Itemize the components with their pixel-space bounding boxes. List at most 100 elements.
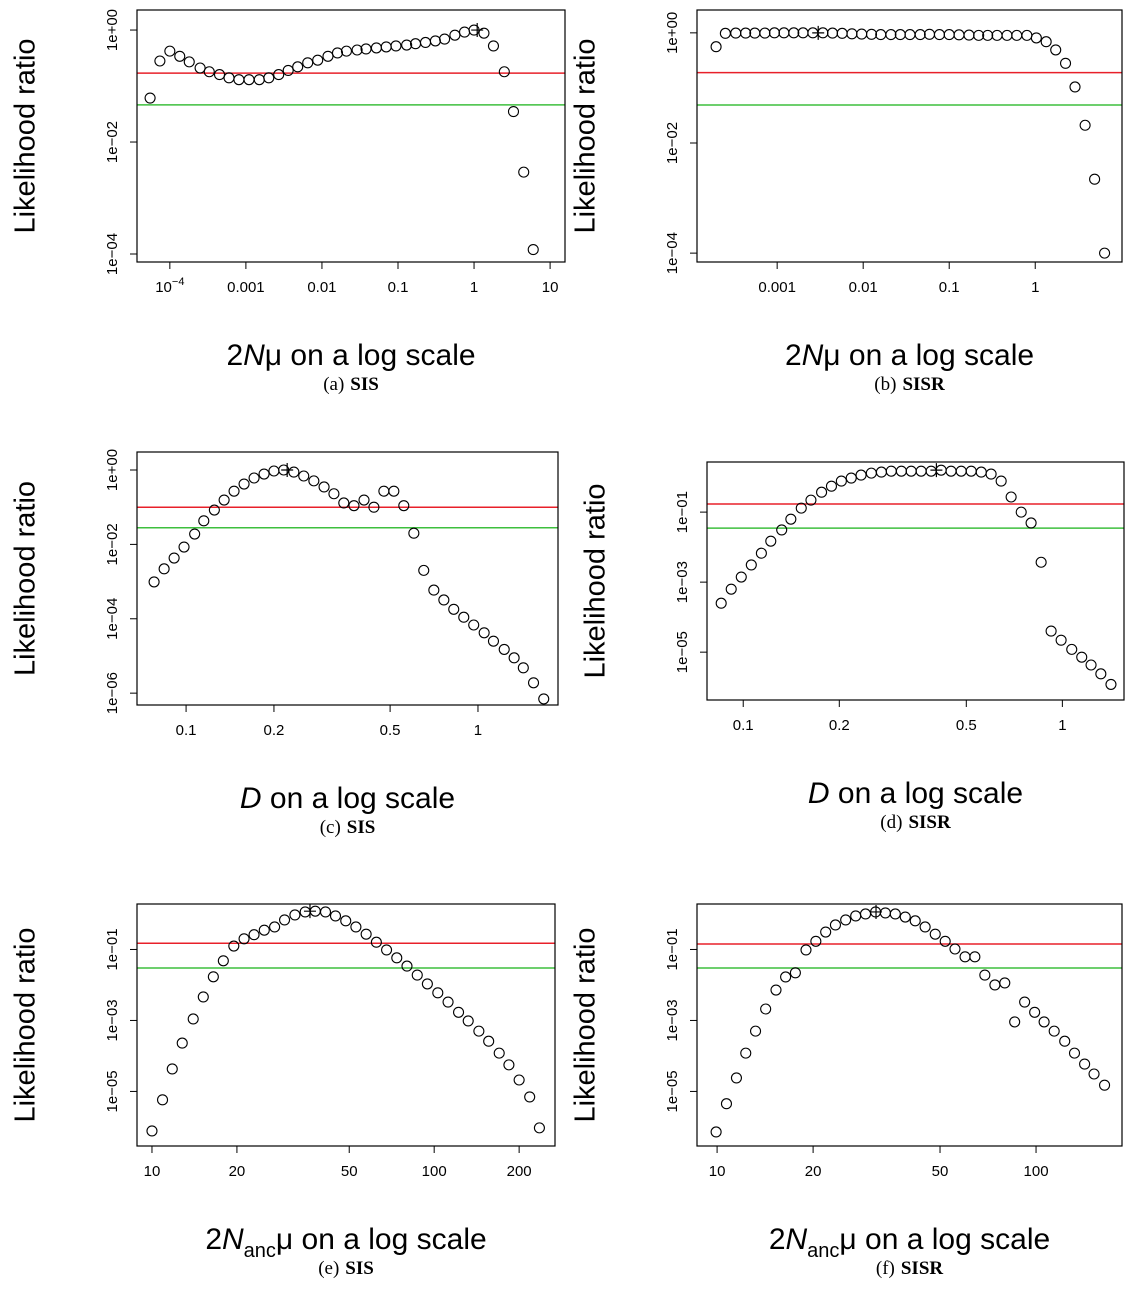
point: [1005, 491, 1017, 503]
caption: (e) SIS: [318, 1258, 374, 1279]
point: [1055, 634, 1067, 646]
x-tick-text: 0.2: [264, 722, 285, 739]
point: [448, 603, 460, 615]
point: [517, 662, 529, 674]
point: [740, 27, 752, 39]
x-tick-text: 0.01: [849, 279, 878, 296]
point: [1059, 57, 1072, 69]
point: [835, 475, 847, 487]
point: [855, 469, 867, 481]
point: [1079, 1058, 1091, 1070]
x-tick-label: 0.1: [939, 279, 960, 296]
x-title-part: 2: [785, 339, 802, 372]
point: [1035, 556, 1047, 568]
point: [710, 1126, 722, 1138]
point: [228, 940, 240, 952]
point: [710, 41, 722, 53]
point: [943, 29, 955, 41]
point: [308, 475, 320, 487]
point: [963, 29, 975, 41]
point: [846, 28, 858, 40]
point: [759, 27, 771, 39]
point: [797, 27, 809, 39]
point: [340, 915, 352, 927]
x-title-part: μ on a log scale: [839, 1223, 1050, 1256]
point: [735, 571, 747, 583]
x-tick-label: 0.001: [758, 279, 796, 296]
point: [223, 72, 235, 84]
y-tick-label: 1e−02: [104, 121, 121, 163]
point: [760, 1003, 772, 1015]
point: [243, 74, 255, 86]
y-tick-label: 1e−05: [674, 631, 691, 673]
point: [458, 26, 471, 38]
plot-frame: [706, 461, 1125, 701]
point: [164, 45, 176, 57]
max-marker: [281, 463, 294, 478]
point: [1088, 1068, 1100, 1080]
point: [914, 29, 926, 41]
point: [949, 943, 961, 955]
point: [248, 929, 260, 941]
point: [975, 466, 987, 478]
x-tick-label: 0.01: [849, 279, 878, 296]
x-tick-text: 0.1: [939, 279, 960, 296]
point: [816, 486, 828, 498]
point: [865, 28, 878, 40]
point: [999, 977, 1011, 989]
point: [1079, 119, 1091, 131]
y-tick-label: 1e−05: [664, 1070, 681, 1112]
caption: (d) SISR: [880, 812, 951, 833]
point: [331, 47, 344, 59]
x-title-part: D: [240, 782, 262, 815]
point: [319, 906, 332, 918]
x-title-part: anc: [807, 1240, 839, 1262]
x-tick-text: 10: [144, 1163, 161, 1180]
point: [524, 1091, 536, 1103]
point: [508, 652, 520, 664]
x-tick-label: 0.1: [733, 717, 754, 734]
point: [478, 627, 490, 639]
point: [391, 952, 403, 964]
point: [228, 485, 240, 497]
point: [533, 1122, 545, 1134]
x-tick-text: 10: [542, 279, 559, 296]
x-tick-text: 50: [932, 1163, 949, 1180]
x-tick-text: 10: [709, 1163, 726, 1180]
point: [825, 480, 838, 492]
point: [909, 915, 921, 927]
x-tick-label: 0.1: [176, 722, 197, 739]
caption-label: (e): [318, 1258, 339, 1279]
y-axis-title: Likelihood ratio: [570, 38, 602, 233]
point: [462, 1015, 474, 1027]
point: [899, 911, 911, 923]
x-tick-text: 20: [229, 1163, 246, 1180]
point: [189, 528, 201, 540]
x-tick-label: 0.5: [956, 717, 977, 734]
panel: 1e−01 1e−03 1e−05 10 20 50 100 200 Likelihood ra…: [10, 903, 556, 1279]
x-title-part: μ on a log scale: [823, 339, 1034, 372]
point: [322, 50, 334, 62]
point: [1038, 1016, 1050, 1028]
point: [1019, 996, 1031, 1008]
point: [268, 465, 280, 477]
point: [985, 468, 997, 480]
max-marker: [303, 904, 316, 919]
point: [498, 66, 510, 78]
x-tick-text: 100: [422, 1163, 447, 1180]
y-tick-label: 1e−04: [104, 598, 121, 640]
y-axis-title: Likelihood ratio: [580, 483, 612, 678]
point: [885, 29, 897, 41]
y-axis-title: Likelihood ratio: [10, 38, 42, 233]
point: [282, 64, 294, 76]
point: [969, 951, 981, 963]
y-axis-title: Likelihood ratio: [570, 927, 602, 1122]
point: [889, 908, 901, 920]
y-tick-label: 1e−02: [664, 122, 681, 164]
point: [198, 515, 210, 527]
point: [401, 39, 413, 51]
x-tick-text: 1: [1058, 717, 1066, 734]
point: [810, 935, 822, 947]
x-axis-title: 2Nancμ on a log scale: [205, 1223, 486, 1262]
